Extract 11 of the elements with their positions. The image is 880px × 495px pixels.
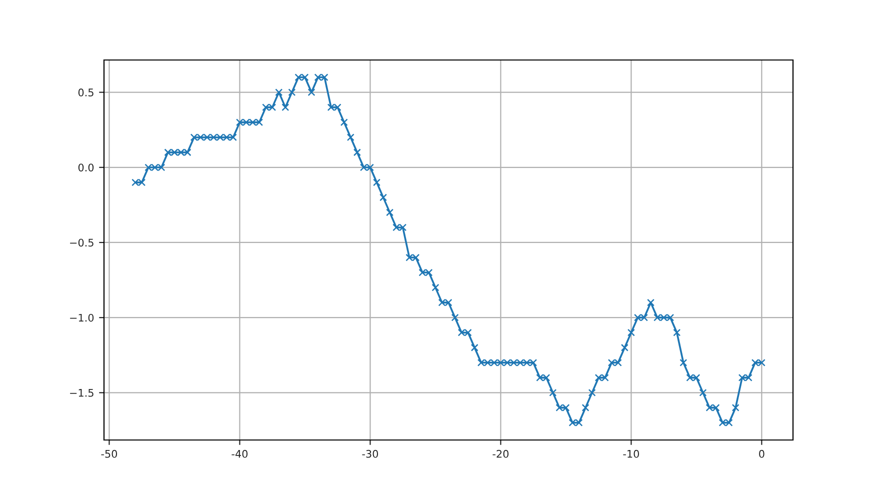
x-tick-label: -20 [492,450,509,458]
y-tick-label: −1.0 [70,314,94,322]
y-tick-label: 0.5 [78,88,94,96]
y-tick-label: −1.5 [70,389,94,397]
x-tick-label: 0 [759,450,764,458]
y-tick-label: −0.5 [70,238,94,247]
x-tick-label: -10 [623,450,640,458]
x-tick-label: -30 [362,450,378,458]
x-tick-label: -40 [232,450,248,458]
y-tick-label: 0.0 [78,164,94,172]
x-tick-label: -50 [101,450,118,458]
